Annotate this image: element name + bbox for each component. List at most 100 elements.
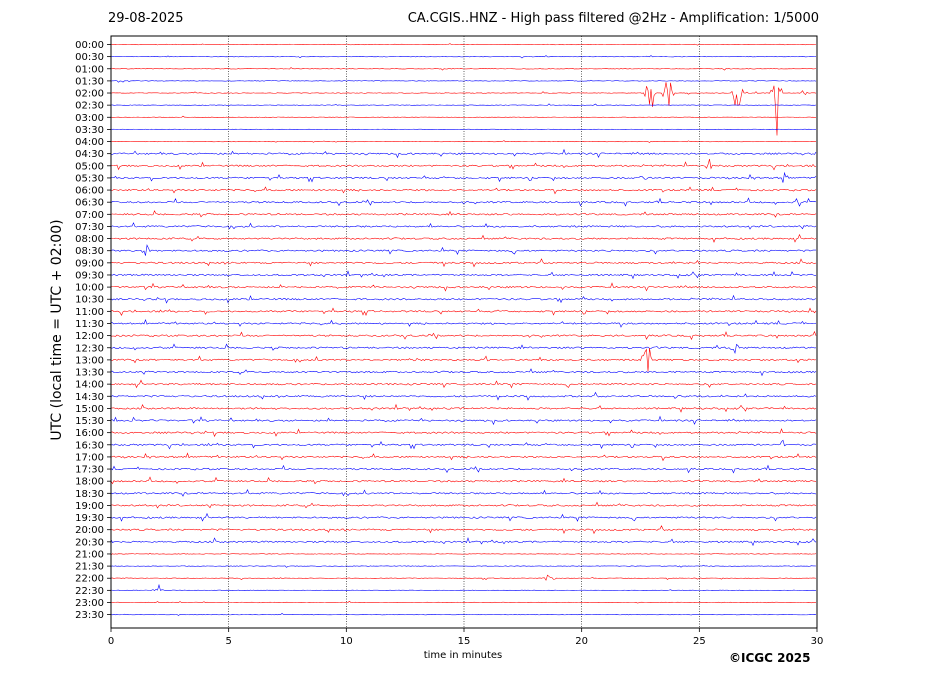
trace-row-1100 bbox=[110, 307, 817, 316]
trace-row-0400 bbox=[110, 140, 817, 143]
y-tick-label: 07:00 bbox=[75, 210, 104, 221]
trace-row-0700 bbox=[110, 210, 817, 218]
trace-row-1930 bbox=[110, 512, 817, 522]
plot-frame bbox=[110, 35, 818, 629]
trace-row-1530 bbox=[110, 415, 817, 426]
y-tick-label: 07:30 bbox=[75, 222, 104, 233]
trace-row-1730 bbox=[110, 464, 817, 474]
y-tick-label: 04:30 bbox=[75, 149, 104, 160]
y-tick-label: 01:30 bbox=[75, 76, 104, 87]
y-tick-label: 11:30 bbox=[75, 319, 104, 330]
trace-row-0430 bbox=[110, 148, 817, 159]
y-tick-label: 19:30 bbox=[75, 513, 104, 524]
y-tick-label: 22:30 bbox=[75, 586, 104, 597]
y-tick-label: 06:00 bbox=[75, 186, 104, 197]
trace-row-1900 bbox=[110, 501, 817, 509]
chart-title: CA.CGIS..HNZ - High pass filtered @2Hz -… bbox=[407, 11, 819, 26]
trace-row-0500 bbox=[110, 158, 817, 171]
trace-row-1600 bbox=[110, 428, 817, 438]
y-tick-label: 10:30 bbox=[75, 295, 104, 306]
y-tick-label: 23:30 bbox=[75, 610, 104, 621]
copyright-label: ©ICGC 2025 bbox=[729, 651, 811, 665]
y-tick-label: 19:00 bbox=[75, 501, 104, 512]
trace-row-0530 bbox=[110, 171, 817, 183]
x-tick-label: 20 bbox=[575, 636, 588, 647]
trace-row-1630 bbox=[110, 439, 817, 450]
x-tick-label: 15 bbox=[458, 636, 471, 647]
trace-row-0230 bbox=[110, 103, 817, 106]
trace-row-1400 bbox=[110, 379, 817, 389]
y-tick-label: 14:00 bbox=[75, 380, 104, 391]
y-tick-label: 12:30 bbox=[75, 343, 104, 354]
trace-row-0030 bbox=[110, 55, 817, 59]
y-tick-label: 12:00 bbox=[75, 331, 104, 342]
y-tick-label: 20:00 bbox=[75, 525, 104, 536]
trace-row-0900 bbox=[110, 258, 817, 268]
trace-row-0730 bbox=[110, 222, 817, 230]
y-tick-label: 02:30 bbox=[75, 101, 104, 112]
trace-row-1800 bbox=[110, 476, 817, 485]
y-tick-label: 03:00 bbox=[75, 113, 104, 124]
trace-row-0100 bbox=[110, 67, 817, 71]
y-tick-label: 20:30 bbox=[75, 537, 104, 548]
y-tick-label: 23:00 bbox=[75, 598, 104, 609]
trace-row-1500 bbox=[110, 403, 817, 413]
y-tick-label: 09:30 bbox=[75, 270, 104, 281]
y-tick-label: 09:00 bbox=[75, 258, 104, 269]
trace-row-1030 bbox=[110, 294, 817, 304]
y-tick-label: 17:30 bbox=[75, 465, 104, 476]
trace-row-0200 bbox=[110, 82, 817, 136]
trace-row-0800 bbox=[110, 233, 817, 243]
trace-row-2130 bbox=[110, 564, 817, 568]
y-tick-label: 00:00 bbox=[75, 40, 104, 51]
trace-row-2000 bbox=[110, 525, 817, 535]
trace-row-0830 bbox=[110, 244, 816, 256]
trace-row-2300 bbox=[110, 600, 817, 604]
y-tick-label: 05:00 bbox=[75, 161, 104, 172]
y-tick-label: 16:00 bbox=[75, 428, 104, 439]
y-tick-label: 08:30 bbox=[75, 246, 104, 257]
trace-row-2030 bbox=[110, 537, 817, 547]
y-tick-label: 08:00 bbox=[75, 234, 104, 245]
y-tick-label: 15:00 bbox=[75, 404, 104, 415]
traces-group bbox=[110, 43, 817, 616]
x-tick-label: 5 bbox=[225, 636, 231, 647]
trace-row-1200 bbox=[110, 330, 817, 341]
y-tick-label: 14:30 bbox=[75, 392, 104, 403]
date-label: 29-08-2025 bbox=[108, 11, 184, 26]
trace-row-1130 bbox=[110, 318, 817, 328]
trace-row-0130 bbox=[110, 79, 817, 83]
y-tick-label: 03:30 bbox=[75, 125, 104, 136]
x-tick-label: 10 bbox=[340, 636, 353, 647]
trace-row-0630 bbox=[110, 197, 817, 207]
y-tick-label: 10:00 bbox=[75, 283, 104, 294]
y-tick-label: 17:00 bbox=[75, 452, 104, 463]
trace-row-1000 bbox=[110, 282, 817, 292]
y-tick-label: 11:00 bbox=[75, 307, 104, 318]
trace-row-0000 bbox=[110, 43, 817, 46]
trace-row-1430 bbox=[110, 391, 817, 401]
trace-row-1330 bbox=[110, 368, 817, 377]
y-tick-label: 13:00 bbox=[75, 355, 104, 366]
y-tick-label: 18:00 bbox=[75, 477, 104, 488]
trace-row-0300 bbox=[110, 115, 817, 118]
trace-row-2100 bbox=[110, 552, 817, 556]
x-axis-label: time in minutes bbox=[423, 650, 503, 661]
x-tick-label: 0 bbox=[108, 636, 114, 647]
y-tick-label: 18:30 bbox=[75, 489, 104, 500]
trace-row-0600 bbox=[110, 186, 817, 195]
trace-row-0930 bbox=[110, 270, 817, 280]
y-tick-label: 15:30 bbox=[75, 416, 104, 427]
y-tick-label: 02:00 bbox=[75, 89, 104, 100]
y-tick-label: 01:00 bbox=[75, 64, 104, 75]
trace-row-1230 bbox=[110, 343, 817, 354]
x-tick-label: 25 bbox=[693, 636, 706, 647]
y-tick-label: 06:30 bbox=[75, 198, 104, 209]
y-tick-label: 00:30 bbox=[75, 52, 104, 63]
y-tick-label: 21:30 bbox=[75, 562, 104, 573]
trace-row-2330 bbox=[110, 612, 817, 616]
y-tick-label: 21:00 bbox=[75, 549, 104, 560]
trace-row-1700 bbox=[110, 452, 817, 462]
y-tick-label: 05:30 bbox=[75, 173, 104, 184]
